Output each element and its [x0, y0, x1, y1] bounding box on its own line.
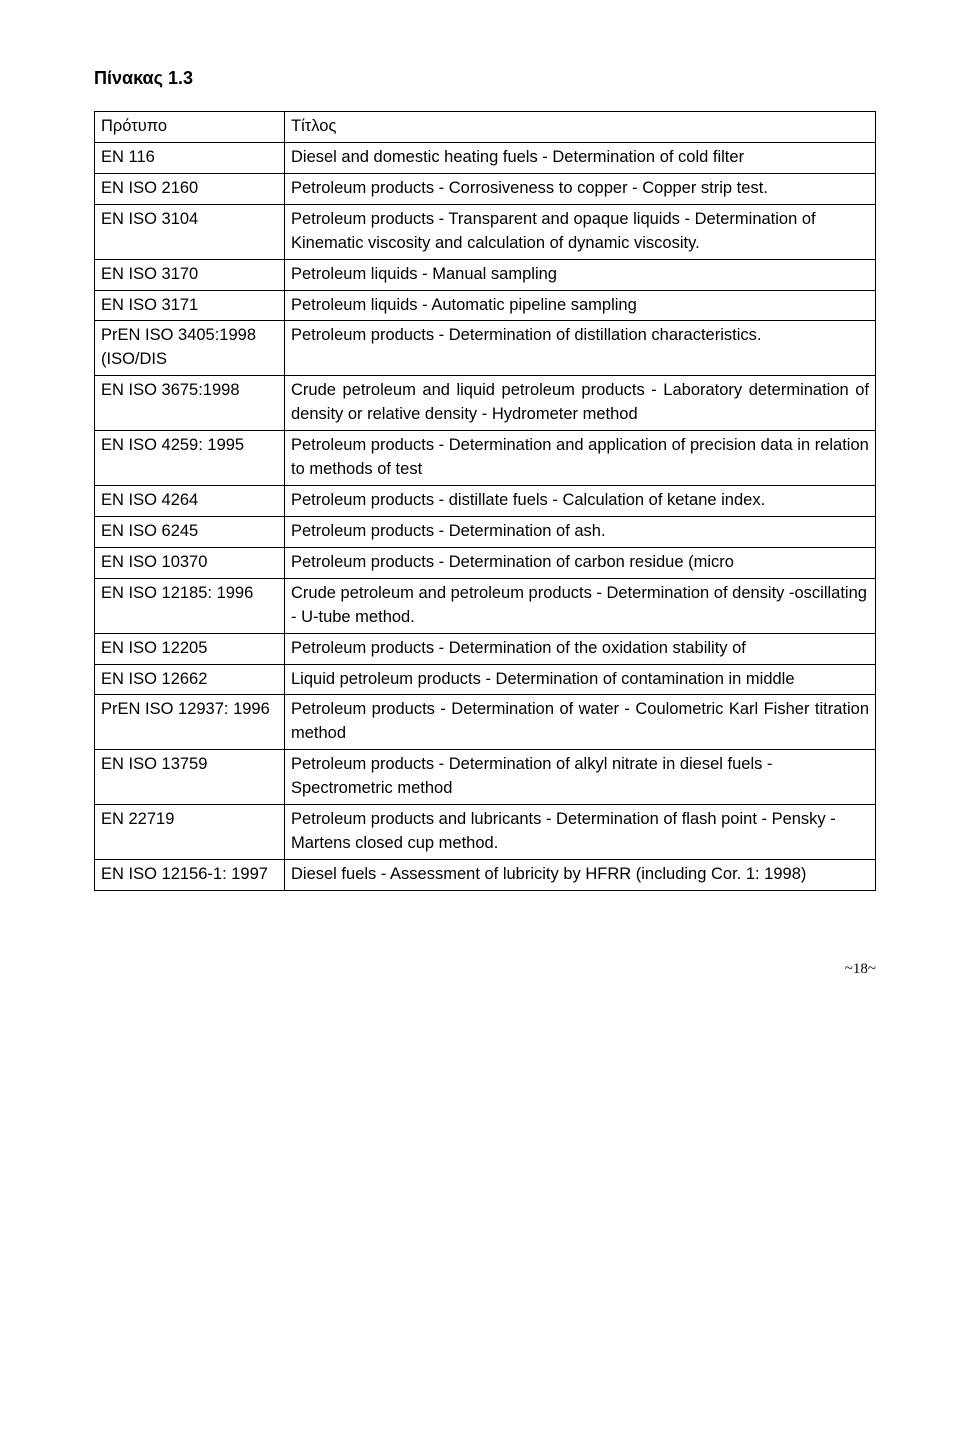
cell-title: Liquid petroleum products - Determinatio…	[285, 664, 876, 695]
cell-standard: EN ISO 12662	[95, 664, 285, 695]
cell-title: Petroleum products - Determination of as…	[285, 516, 876, 547]
cell-standard: EN ISO 12156-1: 1997	[95, 859, 285, 890]
cell-title: Petroleum products and lubricants - Dete…	[285, 805, 876, 860]
cell-standard: EN ISO 12185: 1996	[95, 578, 285, 633]
cell-title: Petroleum products - Determination of ca…	[285, 547, 876, 578]
table-row: PrEN ISO 12937: 1996Petroleum products -…	[95, 695, 876, 750]
table-row: EN ISO 10370Petroleum products - Determi…	[95, 547, 876, 578]
cell-title: Crude petroleum and petroleum products -…	[285, 578, 876, 633]
cell-standard: EN ISO 3675:1998	[95, 376, 285, 431]
cell-standard: EN ISO 3170	[95, 259, 285, 290]
table-row: EN 22719Petroleum products and lubricant…	[95, 805, 876, 860]
cell-standard: EN 116	[95, 142, 285, 173]
table-row: EN ISO 12662Liquid petroleum products - …	[95, 664, 876, 695]
cell-standard: PrEN ISO 12937: 1996	[95, 695, 285, 750]
table-row: EN ISO 4259: 1995Petroleum products - De…	[95, 431, 876, 486]
table-row: EN ISO 12185: 1996Crude petroleum and pe…	[95, 578, 876, 633]
table-row: EN ISO 6245Petroleum products - Determin…	[95, 516, 876, 547]
cell-title: Petroleum products - Corrosiveness to co…	[285, 173, 876, 204]
cell-standard: EN ISO 10370	[95, 547, 285, 578]
table-row: EN ISO 12205Petroleum products - Determi…	[95, 633, 876, 664]
header-col-standard: Πρότυπο	[95, 112, 285, 143]
cell-title: Petroleum products - Determination of di…	[285, 321, 876, 376]
cell-standard: EN ISO 6245	[95, 516, 285, 547]
cell-standard: EN ISO 12205	[95, 633, 285, 664]
cell-standard: EN ISO 3171	[95, 290, 285, 321]
cell-title: Diesel and domestic heating fuels - Dete…	[285, 142, 876, 173]
table-row: EN ISO 3104Petroleum products - Transpar…	[95, 204, 876, 259]
table-row: EN ISO 3170Petroleum liquids - Manual sa…	[95, 259, 876, 290]
cell-standard: EN ISO 13759	[95, 750, 285, 805]
cell-standard: EN 22719	[95, 805, 285, 860]
table-row: EN ISO 4264Petroleum products - distilla…	[95, 485, 876, 516]
cell-title: Petroleum liquids - Manual sampling	[285, 259, 876, 290]
cell-title: Petroleum products - Determination of wa…	[285, 695, 876, 750]
table-row: EN ISO 12156-1: 1997Diesel fuels - Asses…	[95, 859, 876, 890]
cell-title: Petroleum products - distillate fuels - …	[285, 485, 876, 516]
table-row: EN ISO 3675:1998Crude petroleum and liqu…	[95, 376, 876, 431]
cell-standard: PrEN ISO 3405:1998 (ISO/DIS	[95, 321, 285, 376]
cell-title: Crude petroleum and liquid petroleum pro…	[285, 376, 876, 431]
page-number: ~18~	[0, 931, 960, 978]
table-header-row: Πρότυπο Τίτλος	[95, 112, 876, 143]
cell-title: Petroleum liquids - Automatic pipeline s…	[285, 290, 876, 321]
table-row: EN ISO 13759Petroleum products - Determi…	[95, 750, 876, 805]
cell-title: Petroleum products - Determination of al…	[285, 750, 876, 805]
cell-title: Petroleum products - Transparent and opa…	[285, 204, 876, 259]
table-row: EN 116Diesel and domestic heating fuels …	[95, 142, 876, 173]
cell-title: Petroleum products - Determination and a…	[285, 431, 876, 486]
cell-title: Diesel fuels - Assessment of lubricity b…	[285, 859, 876, 890]
cell-title: Petroleum products - Determination of th…	[285, 633, 876, 664]
cell-standard: EN ISO 4264	[95, 485, 285, 516]
cell-standard: EN ISO 3104	[95, 204, 285, 259]
table-row: PrEN ISO 3405:1998 (ISO/DISPetroleum pro…	[95, 321, 876, 376]
table-row: EN ISO 2160Petroleum products - Corrosiv…	[95, 173, 876, 204]
cell-standard: EN ISO 4259: 1995	[95, 431, 285, 486]
table-row: EN ISO 3171Petroleum liquids - Automatic…	[95, 290, 876, 321]
standards-table: Πρότυπο Τίτλος EN 116Diesel and domestic…	[94, 111, 876, 891]
cell-standard: EN ISO 2160	[95, 173, 285, 204]
table-heading: Πίνακας 1.3	[94, 68, 876, 89]
header-col-title: Τίτλος	[285, 112, 876, 143]
